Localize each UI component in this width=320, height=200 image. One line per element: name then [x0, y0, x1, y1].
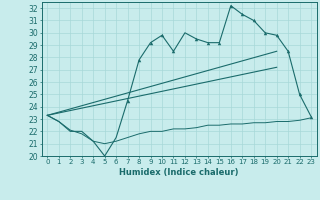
X-axis label: Humidex (Indice chaleur): Humidex (Indice chaleur)	[119, 168, 239, 177]
